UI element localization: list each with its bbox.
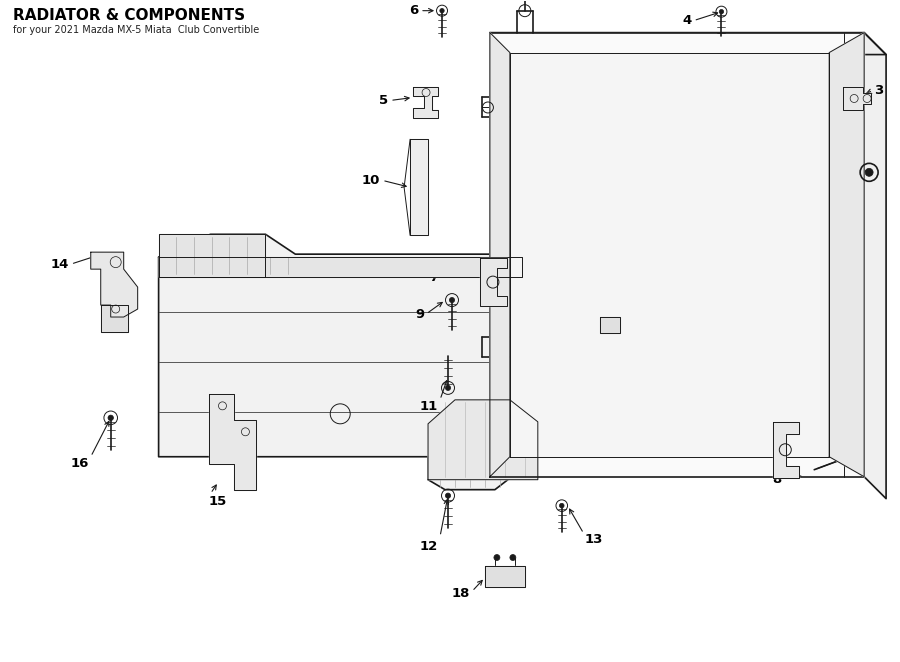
Polygon shape bbox=[599, 317, 619, 333]
Text: 14: 14 bbox=[50, 258, 68, 271]
Circle shape bbox=[440, 9, 445, 13]
Text: 1: 1 bbox=[792, 467, 801, 480]
Text: 8: 8 bbox=[773, 473, 782, 486]
Circle shape bbox=[446, 493, 451, 498]
Text: 11: 11 bbox=[419, 401, 438, 413]
Polygon shape bbox=[91, 252, 138, 317]
Text: 12: 12 bbox=[419, 540, 438, 553]
Circle shape bbox=[108, 415, 113, 420]
Text: 13: 13 bbox=[585, 533, 603, 546]
Polygon shape bbox=[410, 140, 428, 235]
Text: 9: 9 bbox=[415, 308, 424, 320]
Polygon shape bbox=[101, 305, 128, 332]
Text: RADIATOR & COMPONENTS: RADIATOR & COMPONENTS bbox=[13, 8, 245, 23]
Text: for your 2021 Mazda MX-5 Miata  Club Convertible: for your 2021 Mazda MX-5 Miata Club Conv… bbox=[13, 24, 259, 34]
Text: 2: 2 bbox=[748, 138, 758, 151]
Polygon shape bbox=[480, 258, 507, 306]
Text: 7: 7 bbox=[429, 271, 438, 283]
Circle shape bbox=[719, 9, 724, 14]
Text: 15: 15 bbox=[209, 495, 227, 508]
Circle shape bbox=[494, 555, 500, 561]
Polygon shape bbox=[490, 32, 886, 54]
Polygon shape bbox=[829, 32, 864, 477]
Polygon shape bbox=[490, 32, 510, 477]
Text: 5: 5 bbox=[379, 94, 388, 107]
Polygon shape bbox=[428, 400, 538, 480]
Circle shape bbox=[446, 385, 451, 391]
Circle shape bbox=[865, 168, 873, 176]
Text: 16: 16 bbox=[70, 457, 89, 470]
Circle shape bbox=[560, 503, 564, 508]
Polygon shape bbox=[158, 234, 560, 490]
Polygon shape bbox=[413, 87, 438, 118]
Polygon shape bbox=[864, 32, 886, 498]
Polygon shape bbox=[209, 394, 256, 490]
Polygon shape bbox=[158, 257, 522, 277]
Circle shape bbox=[510, 555, 516, 561]
Text: 10: 10 bbox=[362, 174, 380, 187]
Text: 4: 4 bbox=[682, 14, 691, 27]
Text: 3: 3 bbox=[874, 84, 884, 97]
Text: 6: 6 bbox=[409, 4, 419, 17]
Polygon shape bbox=[510, 52, 829, 457]
Polygon shape bbox=[843, 87, 871, 111]
Polygon shape bbox=[485, 565, 525, 587]
Polygon shape bbox=[158, 234, 266, 277]
Polygon shape bbox=[773, 422, 799, 478]
Polygon shape bbox=[490, 32, 864, 477]
Text: 17: 17 bbox=[576, 344, 595, 356]
Circle shape bbox=[449, 297, 454, 303]
Text: 18: 18 bbox=[452, 587, 470, 600]
